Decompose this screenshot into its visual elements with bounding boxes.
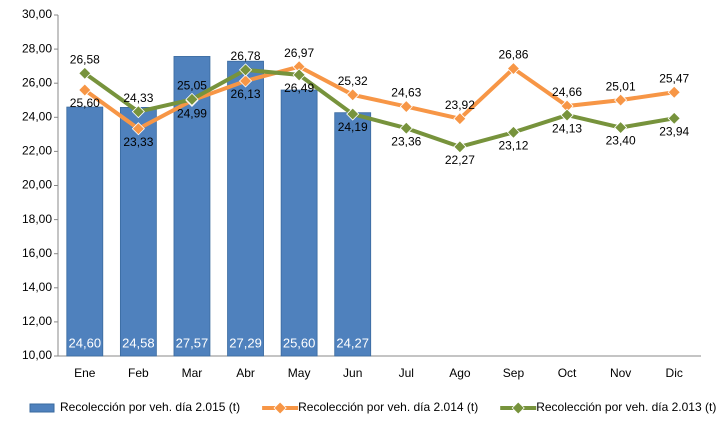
data-label: 25,60 <box>70 96 100 110</box>
marker <box>292 68 306 82</box>
line <box>83 67 675 149</box>
data-label: 23,94 <box>659 124 689 138</box>
data-label: 26,78 <box>231 49 261 63</box>
x-tick-label: Jul <box>399 366 414 380</box>
y-tick-label: 16,00 <box>22 246 52 260</box>
marker <box>238 63 253 77</box>
y-tick-label: 20,00 <box>22 178 52 192</box>
marker <box>238 74 253 88</box>
marker <box>185 92 199 106</box>
marker <box>131 122 145 136</box>
y-tick-label: 30,00 <box>22 7 52 21</box>
line <box>83 64 675 132</box>
data-label: 26,13 <box>231 87 261 101</box>
data-label: 24,33 <box>123 91 153 105</box>
marker <box>667 85 681 99</box>
marker <box>346 107 360 121</box>
legend-marker <box>511 401 525 415</box>
bar-label: 24,27 <box>336 335 369 350</box>
x-tick-label: Ene <box>74 366 96 380</box>
data-label: 25,47 <box>659 71 689 85</box>
x-tick-label: Oct <box>558 366 577 380</box>
data-label: 23,33 <box>123 135 153 149</box>
data-label: 24,63 <box>391 86 421 100</box>
data-label: 26,49 <box>284 81 314 95</box>
bar <box>119 107 157 357</box>
bar-label: 27,29 <box>229 335 262 350</box>
marker <box>614 93 628 107</box>
y-tick-label: 14,00 <box>22 280 52 294</box>
data-label: 26,97 <box>284 46 314 60</box>
data-label: 23,40 <box>606 134 636 148</box>
x-tick-label: Ago <box>449 366 471 380</box>
legend-label: Recolección por veh. día 2.013 (t) <box>536 400 716 414</box>
bar-label: 25,60 <box>283 335 316 350</box>
x-tick-label: Abr <box>236 366 255 380</box>
data-label: 23,12 <box>498 138 528 152</box>
marker <box>506 61 521 76</box>
x-tick-label: Feb <box>128 366 149 380</box>
marker <box>131 105 145 119</box>
marker <box>614 120 628 135</box>
bar-label: 24,58 <box>122 335 155 350</box>
data-label: 26,86 <box>498 48 528 62</box>
y-tick-label: 18,00 <box>22 212 52 226</box>
marker <box>78 83 92 97</box>
x-tick-label: May <box>288 366 311 380</box>
data-label: 25,05 <box>177 79 207 93</box>
y-tick-label: 22,00 <box>22 144 52 158</box>
data-label: 23,36 <box>391 134 421 148</box>
y-tick-label: 12,00 <box>22 314 52 328</box>
legend-swatch <box>29 403 55 413</box>
marker <box>399 99 413 114</box>
bar <box>334 112 372 357</box>
data-label: 25,01 <box>606 79 636 93</box>
data-label: 26,58 <box>70 52 100 66</box>
x-tick-label: Sep <box>503 366 525 380</box>
data-label: 24,66 <box>552 85 582 99</box>
x-tick-label: Jun <box>343 366 362 380</box>
legend-label: Recolección por veh. día 2.015 (t) <box>60 400 240 414</box>
data-label: 24,13 <box>552 121 582 135</box>
data-label: 25,32 <box>338 74 368 88</box>
legend-label: Recolección por veh. día 2.014 (t) <box>298 400 478 414</box>
marker <box>560 108 574 122</box>
marker <box>453 140 467 154</box>
marker <box>346 88 360 102</box>
y-tick-label: 10,00 <box>22 348 52 362</box>
y-tick-label: 26,00 <box>22 75 52 89</box>
data-label: 23,92 <box>445 98 475 112</box>
x-tick-label: Nov <box>610 366 631 380</box>
marker <box>667 111 681 125</box>
y-tick-label: 28,00 <box>22 41 52 55</box>
legend-marker <box>273 401 287 415</box>
data-label: 24,19 <box>338 120 368 134</box>
bar <box>227 60 264 357</box>
bar-label: 27,57 <box>176 335 209 350</box>
data-label: 24,99 <box>177 107 207 121</box>
marker <box>78 66 92 80</box>
x-tick-label: Mar <box>182 366 203 380</box>
bar-label: 24,60 <box>69 335 102 350</box>
marker <box>399 121 413 135</box>
x-tick-label: Dic <box>666 366 683 380</box>
marker <box>506 125 521 139</box>
y-tick-label: 24,00 <box>22 109 52 123</box>
bar <box>280 89 318 357</box>
data-label: 22,27 <box>445 153 475 167</box>
marker <box>453 112 467 126</box>
bar <box>66 106 104 357</box>
